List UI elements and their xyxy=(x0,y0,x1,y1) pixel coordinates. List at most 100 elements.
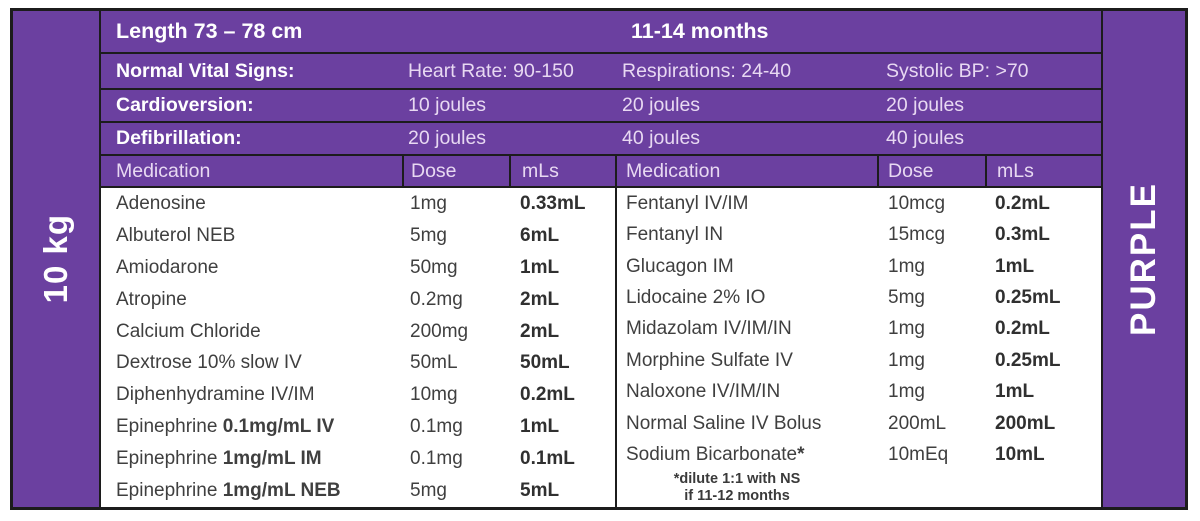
weight-label: 10 kg xyxy=(37,214,74,304)
med-row: Adenosine 1mg 0.33mL xyxy=(101,188,615,220)
reference-card: 10 kg Length 73 – 78 cm 11-14 months Nor… xyxy=(10,8,1188,510)
med-name-cell: Naloxone IV/IM/IN xyxy=(617,381,879,403)
left-medication-list: Adenosine 1mg 0.33mL Albuterol NEB 5mg 6mL Ami… xyxy=(101,188,615,507)
med-ml: 2mL xyxy=(520,320,560,342)
color-sidebar: PURPLE xyxy=(1101,11,1185,507)
footnote-line-1: *dilute 1:1 with NS xyxy=(673,471,801,487)
med-name: Atropine xyxy=(116,288,187,310)
dilution-footnote: *dilute 1:1 with NS if 11-12 months xyxy=(617,471,857,507)
med-name-cell: Sodium Bicarbonate* xyxy=(617,444,879,466)
med-ml: 10mL xyxy=(995,444,1045,466)
med-dose: 1mg xyxy=(888,381,925,403)
med-name: Midazolam IV/IM/IN xyxy=(626,318,792,340)
med-ml: 1mL xyxy=(520,416,560,438)
med-row: Fentanyl IV/IM 10mcg 0.2mL xyxy=(617,188,1101,219)
med-name-cell: Normal Saline IV Bolus xyxy=(617,413,879,435)
med-name-bold: 0.1mg/mL IV xyxy=(222,416,335,438)
med-name-cell: Dextrose 10% slow IV xyxy=(101,352,410,374)
medication-column-header: Medication xyxy=(626,159,721,182)
defibrillation-value-1: 20 joules xyxy=(408,127,487,149)
cardioversion-label: Cardioversion: xyxy=(116,94,254,116)
med-name: Sodium Bicarbonate xyxy=(626,444,798,466)
med-name: Epinephrine xyxy=(116,480,223,502)
med-row: Dextrose 10% slow IV 50mL 50mL xyxy=(101,347,615,379)
med-row: Diphenhydramine IV/IM 10mg 0.2mL xyxy=(101,379,615,411)
med-name-cell: Amiodarone xyxy=(101,257,410,279)
med-name: Glucagon IM xyxy=(626,255,734,277)
med-name-cell: Midazolam IV/IM/IN xyxy=(617,318,879,340)
med-dose: 5mg xyxy=(410,224,447,246)
med-dose: 1mg xyxy=(888,349,925,371)
med-name: Fentanyl IN xyxy=(626,224,724,246)
color-label: PURPLE xyxy=(1124,182,1163,336)
footnote-line-2: if 11-12 months xyxy=(684,487,790,504)
mls-column-header: mLs xyxy=(509,156,615,186)
dose-column-header: Dose xyxy=(877,156,985,186)
med-row: Lidocaine 2% IO 5mg 0.25mL xyxy=(617,282,1101,313)
defibrillation-value-3: 40 joules xyxy=(886,127,965,149)
med-name-cell: Epinephrine 1mg/mL NEB xyxy=(101,480,410,502)
med-name-cell: Fentanyl IV/IM xyxy=(617,193,879,215)
med-name: Adenosine xyxy=(116,192,206,214)
med-name: Albuterol NEB xyxy=(116,224,236,246)
med-name-cell: Adenosine xyxy=(101,193,410,215)
med-dose: 10mg xyxy=(410,384,458,406)
cardioversion-row: Cardioversion: 10 joules 20 joules 20 jo… xyxy=(101,90,1101,123)
med-ml: 200mL xyxy=(995,412,1056,434)
med-name: Lidocaine 2% IO xyxy=(626,287,766,309)
dose-column-header: Dose xyxy=(402,156,509,186)
right-table-header: Medication Dose mLs xyxy=(615,156,1101,186)
vital-signs-label: Normal Vital Signs: xyxy=(116,59,295,82)
med-ml: 0.2mL xyxy=(995,192,1050,214)
med-ml: 0.3mL xyxy=(995,224,1050,246)
med-ml: 0.2mL xyxy=(995,318,1050,340)
mls-column-header: mLs xyxy=(985,156,1101,186)
right-medication-list: Fentanyl IV/IM 10mcg 0.2mL Fentanyl IN 15mcg… xyxy=(617,188,1101,471)
med-dose: 5mg xyxy=(888,287,925,309)
med-ml: 6mL xyxy=(520,224,560,246)
med-name-cell: Morphine Sulfate IV xyxy=(617,350,879,372)
med-dose: 200mg xyxy=(410,320,469,342)
med-name: Epinephrine xyxy=(116,416,223,438)
med-name-bold: 1mg/mL IM xyxy=(222,448,322,470)
med-name: Amiodarone xyxy=(116,256,219,278)
length-range: Length 73 – 78 cm xyxy=(116,19,303,43)
med-name-cell: Atropine xyxy=(101,289,410,311)
med-ml: 1mL xyxy=(520,256,560,278)
cardioversion-value-2: 20 joules xyxy=(622,94,701,116)
med-dose: 200mL xyxy=(888,412,947,434)
age-range: 11-14 months xyxy=(631,19,769,43)
med-row: Epinephrine 0.1mg/mL IV 0.1mg 1mL xyxy=(101,411,615,443)
med-row: Midazolam IV/IM/IN 1mg 0.2mL xyxy=(617,314,1101,345)
med-dose: 0.1mg xyxy=(410,448,463,470)
med-name: Diphenhydramine IV/IM xyxy=(116,384,315,406)
med-name-bold: * xyxy=(797,444,805,466)
med-name-cell: Glucagon IM xyxy=(617,256,879,278)
med-dose: 10mcg xyxy=(888,192,946,214)
med-row: Atropine 0.2mg 2mL xyxy=(101,284,615,316)
med-row: Naloxone IV/IM/IN 1mg 1mL xyxy=(617,377,1101,408)
med-ml: 2mL xyxy=(520,288,560,310)
med-name-cell: Epinephrine 1mg/mL IM xyxy=(101,448,410,470)
med-ml: 0.2mL xyxy=(520,384,575,406)
med-row: Calcium Chloride 200mg 2mL xyxy=(101,316,615,348)
med-name: Calcium Chloride xyxy=(116,320,261,342)
med-dose: 0.1mg xyxy=(410,416,463,438)
medication-table-header: Medication Dose mLs Medication Dose mLs xyxy=(101,156,1101,188)
med-ml: 5mL xyxy=(520,480,560,502)
med-name-cell: Calcium Chloride xyxy=(101,321,410,343)
vital-signs-row: Normal Vital Signs: Heart Rate: 90-150 R… xyxy=(101,54,1101,90)
med-ml: 0.33mL xyxy=(520,192,586,214)
med-name: Naloxone IV/IM/IN xyxy=(626,381,781,403)
med-row: Normal Saline IV Bolus 200mL 200mL xyxy=(617,408,1101,439)
medication-column-header: Medication xyxy=(116,159,211,182)
respirations-value: Respirations: 24-40 xyxy=(622,59,792,82)
med-name: Morphine Sulfate IV xyxy=(626,349,793,371)
med-name-cell: Albuterol NEB xyxy=(101,225,410,247)
defibrillation-value-2: 40 joules xyxy=(622,127,701,149)
med-name: Fentanyl IV/IM xyxy=(626,192,749,214)
med-name-cell: Lidocaine 2% IO xyxy=(617,287,879,309)
med-row: Fentanyl IN 15mcg 0.3mL xyxy=(617,219,1101,250)
med-dose: 10mEq xyxy=(888,444,949,466)
defibrillation-label: Defibrillation: xyxy=(116,127,242,149)
